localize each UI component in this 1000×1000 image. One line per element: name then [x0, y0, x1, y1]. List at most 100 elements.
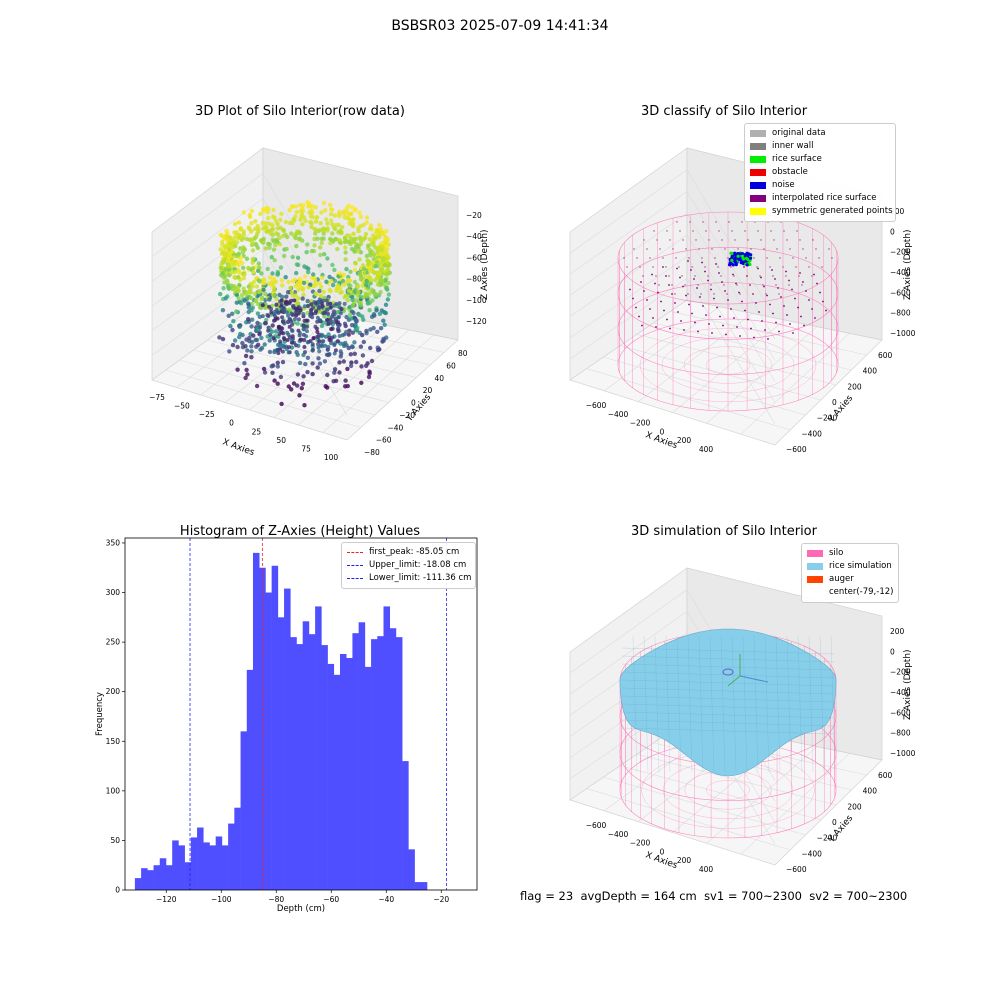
data-point	[386, 255, 391, 260]
y-tick-label: 200	[847, 802, 862, 811]
interpolated-point	[711, 332, 713, 334]
interpolated-point	[731, 230, 733, 232]
data-point	[302, 264, 307, 269]
data-point	[303, 350, 307, 355]
data-point	[297, 276, 302, 282]
classified-point	[730, 251, 734, 256]
x-tick-label: 200	[677, 436, 692, 445]
histogram-bar	[197, 827, 204, 890]
data-point	[323, 226, 328, 232]
data-point	[283, 275, 288, 280]
interpolated-point	[776, 248, 778, 250]
x-tick-label: 200	[677, 856, 692, 865]
x-tick-label: −600	[586, 401, 607, 410]
interpolated-point	[651, 273, 653, 276]
y-tick-label: −400	[801, 849, 822, 858]
y-tick-label: 200	[847, 382, 862, 391]
interpolated-point	[633, 248, 635, 250]
data-point	[332, 367, 338, 372]
z-tick-label: 200	[890, 627, 905, 636]
data-point	[317, 263, 322, 268]
data-point	[343, 340, 348, 345]
data-point	[366, 243, 371, 248]
histogram-bar	[184, 862, 192, 890]
data-point	[273, 329, 279, 334]
y-tick-label: −200	[817, 414, 838, 423]
interpolated-point	[744, 230, 746, 232]
data-point	[273, 314, 278, 319]
histogram-bar	[315, 606, 322, 890]
data-point	[345, 366, 350, 372]
y-axis-label: Y Axies	[404, 392, 433, 424]
data-point	[275, 360, 280, 365]
legend-line-swatch	[347, 552, 363, 553]
interpolated-point	[815, 248, 817, 250]
data-point	[297, 393, 302, 398]
interpolated-point	[669, 239, 671, 241]
data-point	[285, 338, 290, 342]
data-point	[325, 256, 330, 261]
rice-surface-cluster	[728, 251, 753, 267]
data-point	[262, 281, 267, 286]
legend-label: center(-79,-12)	[829, 587, 894, 597]
histogram-bar	[408, 849, 415, 890]
data-point	[314, 309, 319, 314]
data-point	[218, 291, 223, 297]
data-point	[249, 208, 255, 214]
data-point	[375, 329, 380, 334]
histogram-bar	[290, 637, 297, 890]
legend-entry: inner wall	[750, 140, 890, 153]
data-point	[242, 247, 247, 252]
data-point	[290, 340, 295, 345]
data-point	[363, 231, 369, 237]
data-point	[301, 280, 307, 286]
data-point	[243, 344, 248, 349]
data-point	[302, 318, 307, 323]
data-point	[256, 342, 261, 347]
data-point	[346, 216, 351, 221]
data-point	[249, 344, 254, 349]
data-point	[304, 250, 309, 255]
data-point	[307, 210, 312, 215]
histogram-bar	[395, 637, 403, 890]
interpolated-point	[757, 267, 759, 270]
data-point	[235, 367, 240, 372]
interpolated-point	[681, 275, 683, 277]
interpolated-point	[767, 338, 769, 340]
histogram-bar	[420, 882, 428, 890]
data-point	[364, 215, 370, 220]
interpolated-point	[699, 296, 701, 298]
data-point	[279, 211, 284, 216]
data-point	[218, 247, 223, 252]
data-point	[267, 221, 272, 226]
data-point	[340, 333, 345, 338]
interpolated-point	[808, 266, 810, 268]
data-point	[332, 370, 337, 375]
data-point	[303, 361, 308, 367]
data-point	[251, 270, 256, 275]
data-point	[343, 378, 348, 383]
histogram-bar	[296, 644, 304, 890]
interpolated-point	[717, 266, 719, 268]
histogram-bar	[252, 552, 260, 890]
data-point	[302, 304, 307, 309]
interpolated-point	[756, 266, 758, 268]
data-point	[294, 313, 299, 318]
data-point	[319, 275, 325, 280]
interpolated-point	[657, 291, 659, 294]
data-point	[337, 301, 342, 306]
interpolated-point	[697, 284, 699, 286]
data-point	[245, 290, 251, 296]
data-point	[276, 351, 281, 356]
interpolated-point	[760, 239, 762, 241]
data-point	[335, 283, 341, 288]
data-point	[370, 240, 375, 246]
classified-point	[738, 256, 742, 260]
data-point	[325, 221, 330, 226]
data-point	[348, 363, 354, 369]
panel2-title: 3D classify of Silo Interior	[640, 104, 808, 119]
histogram-bar	[134, 878, 142, 890]
z-tick-label: −1000	[890, 749, 916, 758]
data-point	[258, 347, 263, 352]
